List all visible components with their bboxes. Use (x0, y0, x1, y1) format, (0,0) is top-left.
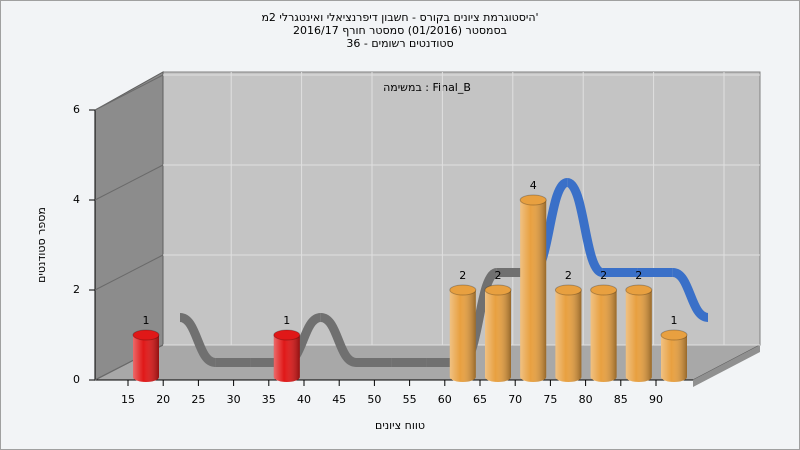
value-label: 4 (530, 179, 537, 192)
y-axis-label: מספר סטודנטים (35, 207, 48, 283)
grid-line (94, 254, 164, 291)
x-tick-label: 60 (438, 393, 452, 406)
bar-part (485, 290, 511, 382)
bar-part (590, 290, 617, 382)
value-label: 1 (143, 314, 150, 327)
bar-part (660, 329, 688, 341)
trend-ribbon (565, 178, 605, 277)
value-label: 1 (283, 314, 290, 327)
title-line: היסטוגרמת ציונים בקורס - חשבון דיפרנציאל… (261, 11, 538, 24)
x-tick-label: 15 (121, 393, 135, 406)
bar-part (449, 284, 477, 296)
x-tick-label: 65 (473, 393, 487, 406)
bar (519, 194, 547, 382)
grid-line (94, 74, 164, 111)
x-tick-label: 85 (614, 393, 628, 406)
bar (625, 284, 653, 382)
bar (554, 284, 582, 382)
title-line: בסמסטר (01/2016) סמסטר חורף 2016/17 (293, 24, 507, 37)
x-tick-label: 55 (403, 393, 417, 406)
x-axis-label: טווח ציונים (375, 419, 425, 432)
x-tick-label: 80 (579, 393, 593, 406)
bar-part (520, 200, 547, 382)
x-tick-label: 20 (156, 393, 170, 406)
bar-part (132, 329, 160, 341)
y-tick-label: 2 (73, 283, 80, 296)
x-tick-label: 25 (191, 393, 205, 406)
x-tick-label: 35 (262, 393, 276, 406)
trend-ribbon (671, 268, 710, 322)
bar-part (449, 290, 476, 382)
bar (660, 329, 688, 382)
floor-edge (693, 345, 760, 387)
title-line: סטודנטים רשומים - 36 (346, 37, 453, 50)
trend-ribbon (319, 313, 358, 367)
value-label: 2 (635, 269, 642, 282)
value-label: 2 (459, 269, 466, 282)
x-tick-label: 90 (649, 393, 663, 406)
bar-part (519, 194, 547, 206)
bar-part (555, 290, 582, 382)
bar-part (661, 335, 687, 382)
bar (449, 284, 477, 382)
value-label: 2 (600, 269, 607, 282)
bar-part (133, 335, 159, 382)
y-tick-label: 0 (73, 373, 80, 386)
y-tick-label: 6 (73, 103, 80, 116)
x-tick-label: 50 (367, 393, 381, 406)
x-tick-label: 30 (227, 393, 241, 406)
x-tick-label: 45 (332, 393, 346, 406)
bar-part (273, 329, 301, 341)
bar (273, 329, 301, 382)
bar-part (484, 284, 512, 296)
bar (132, 329, 160, 382)
value-label: 2 (495, 269, 502, 282)
bar-part (590, 284, 618, 296)
grid-line (94, 164, 164, 201)
bar-part (273, 335, 300, 382)
bar (484, 284, 512, 382)
y-tick-label: 4 (73, 193, 80, 206)
x-tick-label: 40 (297, 393, 311, 406)
bar-part (625, 290, 652, 382)
bar-part (554, 284, 582, 296)
x-tick-label: 70 (508, 393, 522, 406)
annotation: במשימה : Final_B (383, 81, 471, 94)
bar-part (625, 284, 653, 296)
value-label: 2 (565, 269, 572, 282)
x-tick-label: 75 (543, 393, 557, 406)
value-label: 1 (671, 314, 678, 327)
trend-ribbon (178, 313, 217, 367)
bar (590, 284, 618, 382)
